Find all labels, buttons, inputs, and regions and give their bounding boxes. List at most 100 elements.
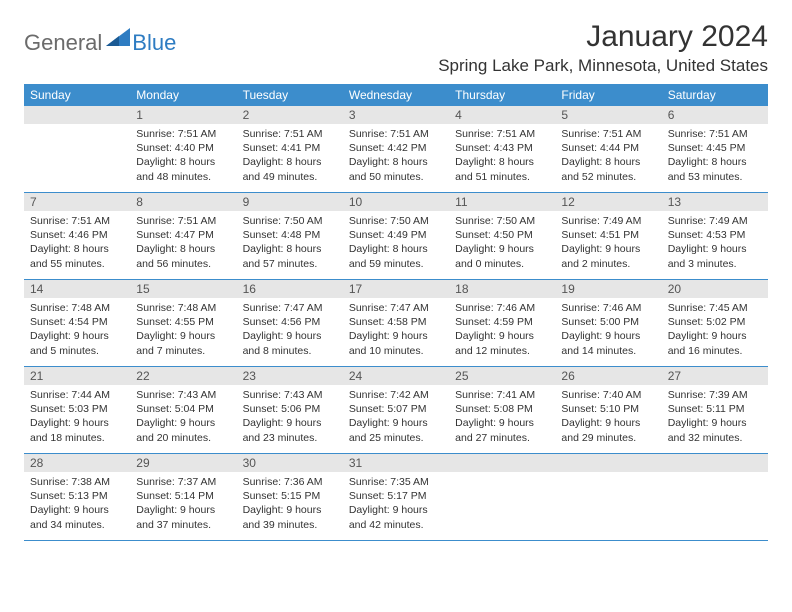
day-number: 1: [130, 106, 236, 124]
day-cell: 19Sunrise: 7:46 AMSunset: 5:00 PMDayligh…: [555, 280, 661, 366]
day-cell: 13Sunrise: 7:49 AMSunset: 4:53 PMDayligh…: [662, 193, 768, 279]
day-body: Sunrise: 7:51 AMSunset: 4:43 PMDaylight:…: [449, 124, 555, 188]
day-number: 15: [130, 280, 236, 298]
day-cell: 30Sunrise: 7:36 AMSunset: 5:15 PMDayligh…: [237, 454, 343, 540]
day-number: [24, 106, 130, 124]
day-number: 14: [24, 280, 130, 298]
day-cell: 6Sunrise: 7:51 AMSunset: 4:45 PMDaylight…: [662, 106, 768, 192]
day-body: [24, 124, 130, 184]
title-block: January 2024 Spring Lake Park, Minnesota…: [438, 20, 768, 76]
day-number: 26: [555, 367, 661, 385]
day-number: 18: [449, 280, 555, 298]
day-cell: 15Sunrise: 7:48 AMSunset: 4:55 PMDayligh…: [130, 280, 236, 366]
day-body: Sunrise: 7:43 AMSunset: 5:06 PMDaylight:…: [237, 385, 343, 449]
weekday-header: Friday: [555, 84, 661, 106]
day-body: Sunrise: 7:46 AMSunset: 5:00 PMDaylight:…: [555, 298, 661, 362]
day-body: [555, 472, 661, 532]
day-body: Sunrise: 7:40 AMSunset: 5:10 PMDaylight:…: [555, 385, 661, 449]
day-number: 12: [555, 193, 661, 211]
day-number: [449, 454, 555, 472]
day-body: Sunrise: 7:35 AMSunset: 5:17 PMDaylight:…: [343, 472, 449, 536]
day-cell: 20Sunrise: 7:45 AMSunset: 5:02 PMDayligh…: [662, 280, 768, 366]
weekday-header: Saturday: [662, 84, 768, 106]
day-body: Sunrise: 7:47 AMSunset: 4:56 PMDaylight:…: [237, 298, 343, 362]
day-number: 17: [343, 280, 449, 298]
day-number: 7: [24, 193, 130, 211]
day-cell: 5Sunrise: 7:51 AMSunset: 4:44 PMDaylight…: [555, 106, 661, 192]
logo-text-general: General: [24, 30, 102, 56]
weekday-header: Tuesday: [237, 84, 343, 106]
day-number: 28: [24, 454, 130, 472]
day-number: 19: [555, 280, 661, 298]
day-cell: 28Sunrise: 7:38 AMSunset: 5:13 PMDayligh…: [24, 454, 130, 540]
day-body: Sunrise: 7:48 AMSunset: 4:54 PMDaylight:…: [24, 298, 130, 362]
day-body: Sunrise: 7:42 AMSunset: 5:07 PMDaylight:…: [343, 385, 449, 449]
weekday-header: Thursday: [449, 84, 555, 106]
day-cell: 22Sunrise: 7:43 AMSunset: 5:04 PMDayligh…: [130, 367, 236, 453]
day-number: 6: [662, 106, 768, 124]
day-body: Sunrise: 7:51 AMSunset: 4:40 PMDaylight:…: [130, 124, 236, 188]
day-body: Sunrise: 7:50 AMSunset: 4:50 PMDaylight:…: [449, 211, 555, 275]
day-body: Sunrise: 7:45 AMSunset: 5:02 PMDaylight:…: [662, 298, 768, 362]
day-cell: 12Sunrise: 7:49 AMSunset: 4:51 PMDayligh…: [555, 193, 661, 279]
day-number: 20: [662, 280, 768, 298]
day-cell: 21Sunrise: 7:44 AMSunset: 5:03 PMDayligh…: [24, 367, 130, 453]
day-number: 9: [237, 193, 343, 211]
day-number: 31: [343, 454, 449, 472]
day-body: Sunrise: 7:50 AMSunset: 4:48 PMDaylight:…: [237, 211, 343, 275]
week-row: 7Sunrise: 7:51 AMSunset: 4:46 PMDaylight…: [24, 193, 768, 280]
day-number: 21: [24, 367, 130, 385]
day-body: Sunrise: 7:51 AMSunset: 4:44 PMDaylight:…: [555, 124, 661, 188]
day-cell: 11Sunrise: 7:50 AMSunset: 4:50 PMDayligh…: [449, 193, 555, 279]
week-row: 28Sunrise: 7:38 AMSunset: 5:13 PMDayligh…: [24, 454, 768, 541]
day-number: 11: [449, 193, 555, 211]
weekday-header: Wednesday: [343, 84, 449, 106]
logo-triangle-icon: [106, 28, 130, 51]
day-cell: 23Sunrise: 7:43 AMSunset: 5:06 PMDayligh…: [237, 367, 343, 453]
weekday-header: Sunday: [24, 84, 130, 106]
day-body: Sunrise: 7:38 AMSunset: 5:13 PMDaylight:…: [24, 472, 130, 536]
day-number: 13: [662, 193, 768, 211]
weekday-header: Monday: [130, 84, 236, 106]
day-cell: [555, 454, 661, 540]
week-row: 1Sunrise: 7:51 AMSunset: 4:40 PMDaylight…: [24, 106, 768, 193]
day-body: Sunrise: 7:49 AMSunset: 4:53 PMDaylight:…: [662, 211, 768, 275]
day-body: Sunrise: 7:51 AMSunset: 4:45 PMDaylight:…: [662, 124, 768, 188]
day-body: Sunrise: 7:50 AMSunset: 4:49 PMDaylight:…: [343, 211, 449, 275]
day-cell: 16Sunrise: 7:47 AMSunset: 4:56 PMDayligh…: [237, 280, 343, 366]
day-cell: 27Sunrise: 7:39 AMSunset: 5:11 PMDayligh…: [662, 367, 768, 453]
day-number: 4: [449, 106, 555, 124]
day-number: [555, 454, 661, 472]
day-body: Sunrise: 7:51 AMSunset: 4:46 PMDaylight:…: [24, 211, 130, 275]
day-cell: 24Sunrise: 7:42 AMSunset: 5:07 PMDayligh…: [343, 367, 449, 453]
day-body: Sunrise: 7:41 AMSunset: 5:08 PMDaylight:…: [449, 385, 555, 449]
day-number: 25: [449, 367, 555, 385]
day-body: Sunrise: 7:44 AMSunset: 5:03 PMDaylight:…: [24, 385, 130, 449]
day-number: 2: [237, 106, 343, 124]
day-body: Sunrise: 7:51 AMSunset: 4:41 PMDaylight:…: [237, 124, 343, 188]
day-cell: [24, 106, 130, 192]
day-body: Sunrise: 7:39 AMSunset: 5:11 PMDaylight:…: [662, 385, 768, 449]
day-number: [662, 454, 768, 472]
day-number: 3: [343, 106, 449, 124]
weekday-row: SundayMondayTuesdayWednesdayThursdayFrid…: [24, 84, 768, 106]
day-body: Sunrise: 7:47 AMSunset: 4:58 PMDaylight:…: [343, 298, 449, 362]
day-cell: 1Sunrise: 7:51 AMSunset: 4:40 PMDaylight…: [130, 106, 236, 192]
day-body: Sunrise: 7:51 AMSunset: 4:42 PMDaylight:…: [343, 124, 449, 188]
day-cell: 29Sunrise: 7:37 AMSunset: 5:14 PMDayligh…: [130, 454, 236, 540]
day-number: 5: [555, 106, 661, 124]
day-cell: 14Sunrise: 7:48 AMSunset: 4:54 PMDayligh…: [24, 280, 130, 366]
week-row: 21Sunrise: 7:44 AMSunset: 5:03 PMDayligh…: [24, 367, 768, 454]
day-number: 10: [343, 193, 449, 211]
month-title: January 2024: [438, 20, 768, 54]
day-body: Sunrise: 7:51 AMSunset: 4:47 PMDaylight:…: [130, 211, 236, 275]
day-number: 27: [662, 367, 768, 385]
header: General Blue January 2024 Spring Lake Pa…: [24, 20, 768, 76]
day-cell: 10Sunrise: 7:50 AMSunset: 4:49 PMDayligh…: [343, 193, 449, 279]
calendar-weeks: 1Sunrise: 7:51 AMSunset: 4:40 PMDaylight…: [24, 106, 768, 541]
day-cell: 2Sunrise: 7:51 AMSunset: 4:41 PMDaylight…: [237, 106, 343, 192]
day-body: [662, 472, 768, 532]
location: Spring Lake Park, Minnesota, United Stat…: [438, 56, 768, 76]
day-number: 30: [237, 454, 343, 472]
day-body: Sunrise: 7:48 AMSunset: 4:55 PMDaylight:…: [130, 298, 236, 362]
